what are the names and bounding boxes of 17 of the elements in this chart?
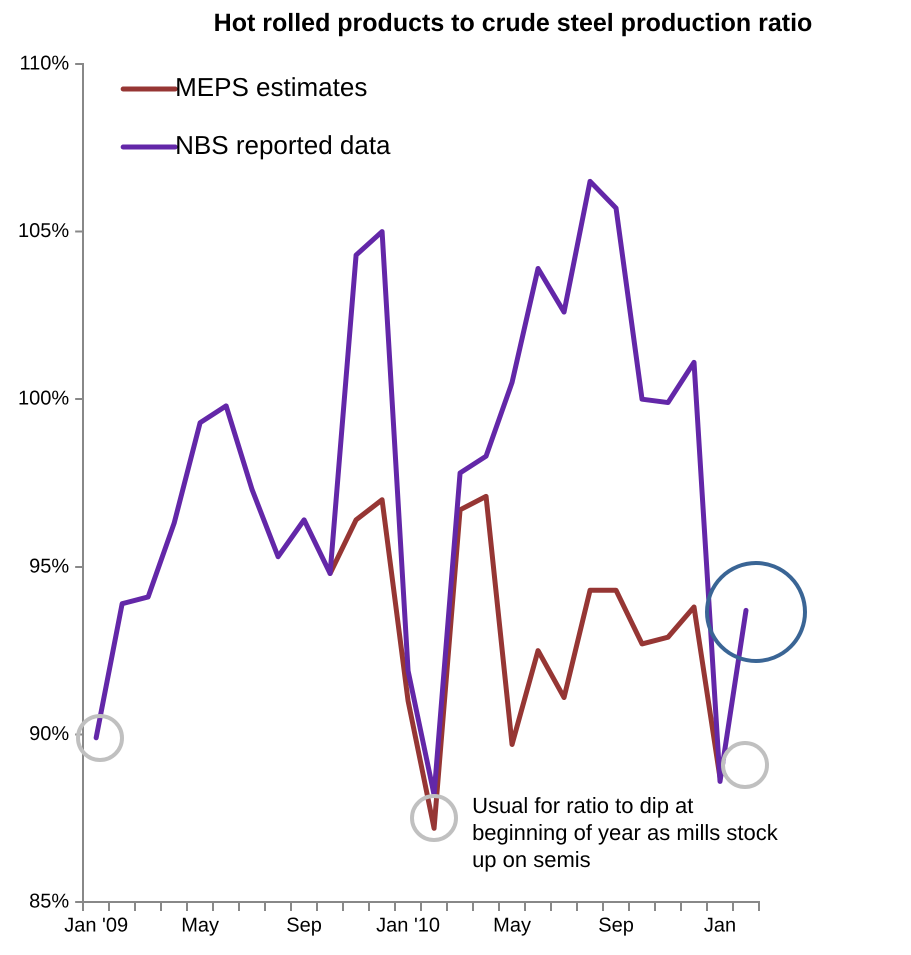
y-tick-label: 90% — [29, 722, 70, 745]
x-tick-label: Sep — [598, 914, 634, 937]
x-tick-label: May — [181, 914, 220, 937]
legend-label: NBS reported data — [175, 130, 392, 160]
y-tick-label: 95% — [29, 555, 70, 578]
x-tick-label: Jan '10 — [376, 914, 440, 937]
y-tick-label: 110% — [19, 52, 70, 75]
legend-label: MEPS estimates — [175, 72, 368, 102]
chart-title: Hot rolled products to crude steel production ratio — [214, 8, 812, 37]
x-tick-label: Sep — [286, 914, 322, 937]
annotation: Usual for ratio to dip at beginning of year as mills stock up on semis — [472, 792, 779, 873]
x-tick-label: May — [493, 914, 531, 937]
y-tick-label: 100% — [18, 388, 70, 410]
y-tick-label: 85% — [29, 890, 70, 913]
x-tick-label: Jan — [704, 914, 736, 937]
y-tick-label: 105% — [18, 220, 70, 242]
x-tick-label: Jan '09 — [64, 914, 128, 937]
